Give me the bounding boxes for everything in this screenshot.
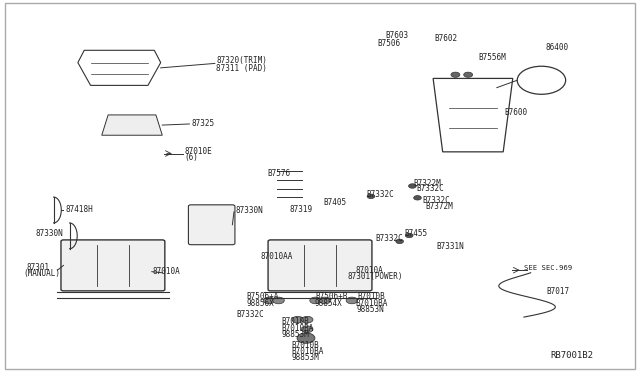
Text: 87301(POWER): 87301(POWER) <box>348 272 403 281</box>
Text: 87330N: 87330N <box>236 206 263 215</box>
Text: 86400: 86400 <box>545 43 569 52</box>
Circle shape <box>405 233 413 238</box>
Text: 87010A: 87010A <box>152 267 180 276</box>
Circle shape <box>464 72 472 77</box>
Text: SEE SEC.969: SEE SEC.969 <box>524 265 572 271</box>
Text: 98853M: 98853M <box>282 330 310 339</box>
Circle shape <box>292 316 303 323</box>
Text: 87320(TRIM): 87320(TRIM) <box>216 56 267 65</box>
Text: (6): (6) <box>184 153 198 162</box>
Text: B7600: B7600 <box>505 108 528 117</box>
Text: B7017: B7017 <box>546 287 570 296</box>
Circle shape <box>301 326 313 333</box>
Circle shape <box>413 196 421 200</box>
Text: B7010B: B7010B <box>282 317 310 326</box>
FancyBboxPatch shape <box>61 240 165 291</box>
Text: 87311 (PAD): 87311 (PAD) <box>216 64 267 73</box>
Circle shape <box>301 316 313 323</box>
Text: B7331N: B7331N <box>436 243 464 251</box>
Circle shape <box>263 297 275 304</box>
Text: B7010B: B7010B <box>357 292 385 301</box>
Text: 87301: 87301 <box>27 263 50 272</box>
Circle shape <box>451 72 460 77</box>
Text: B7322M: B7322M <box>413 179 442 187</box>
Text: B7372M: B7372M <box>425 202 453 211</box>
Polygon shape <box>102 115 163 135</box>
Text: 98853M: 98853M <box>291 353 319 362</box>
FancyBboxPatch shape <box>188 205 235 245</box>
Text: RB7001B2: RB7001B2 <box>550 350 594 360</box>
Text: B7332C: B7332C <box>416 185 444 193</box>
Circle shape <box>408 184 416 188</box>
Circle shape <box>396 239 403 244</box>
Text: B7405: B7405 <box>323 198 346 207</box>
Text: 98853N: 98853N <box>357 305 385 314</box>
Text: 87330N: 87330N <box>35 230 63 238</box>
Text: B7332C: B7332C <box>236 310 264 319</box>
Circle shape <box>310 297 321 304</box>
Text: B7010B: B7010B <box>291 341 319 350</box>
Text: 87010A: 87010A <box>356 266 383 275</box>
Text: 98854X: 98854X <box>315 299 342 308</box>
Text: B7332C: B7332C <box>366 190 394 199</box>
Text: B7332C: B7332C <box>422 196 450 205</box>
Text: B7010BA: B7010BA <box>282 324 314 333</box>
Circle shape <box>273 297 284 304</box>
Text: 87325: 87325 <box>191 119 214 128</box>
Text: 87319: 87319 <box>289 205 312 215</box>
Text: B7455: B7455 <box>404 229 428 238</box>
Text: 87010E: 87010E <box>184 147 212 156</box>
Text: B7506+A: B7506+A <box>246 292 279 301</box>
Polygon shape <box>78 50 161 86</box>
Text: B7506+B: B7506+B <box>315 292 348 301</box>
Text: (MANUAL): (MANUAL) <box>24 269 61 278</box>
Circle shape <box>319 297 331 304</box>
Text: B7576: B7576 <box>268 169 291 177</box>
Text: 87010AA: 87010AA <box>260 252 292 262</box>
Text: 98856X: 98856X <box>246 299 275 308</box>
Text: B7332C: B7332C <box>376 234 403 243</box>
Text: B7603: B7603 <box>386 31 409 40</box>
Text: B7010BA: B7010BA <box>355 299 387 308</box>
Text: B7556M: B7556M <box>478 53 506 62</box>
Circle shape <box>346 297 358 304</box>
Text: B7010BA: B7010BA <box>291 347 324 356</box>
Text: B7602: B7602 <box>435 34 458 43</box>
Polygon shape <box>433 78 513 152</box>
Text: 87418H: 87418H <box>65 205 93 215</box>
Circle shape <box>297 333 315 343</box>
Text: B7506: B7506 <box>378 39 401 48</box>
FancyBboxPatch shape <box>268 240 372 291</box>
Circle shape <box>367 194 375 199</box>
